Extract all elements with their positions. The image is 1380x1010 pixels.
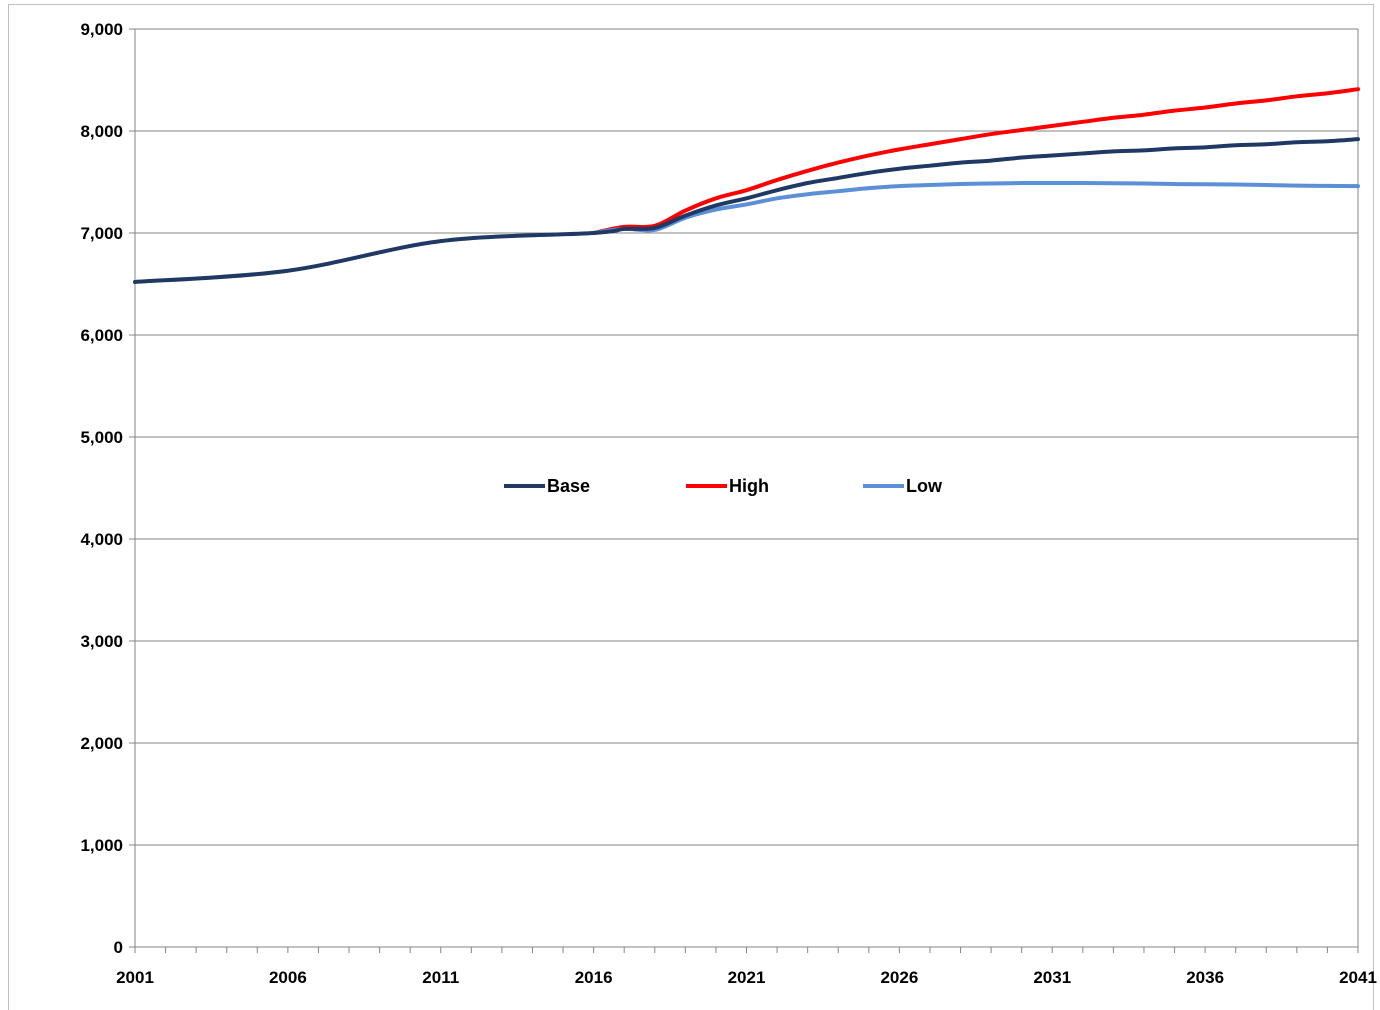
y-tick-label: 6,000 [80, 326, 123, 345]
legend-item-high: High [686, 476, 769, 496]
y-tick-label: 9,000 [80, 20, 123, 39]
y-tick-label: 1,000 [80, 836, 123, 855]
x-tick-label: 2011 [422, 968, 459, 987]
legend-label: Low [906, 476, 943, 496]
x-tick-label: 2026 [880, 968, 918, 987]
y-tick-label: 8,000 [80, 122, 123, 141]
x-tick-label: 2031 [1033, 968, 1071, 987]
y-tick-label: 5,000 [80, 428, 123, 447]
y-tick-label: 7,000 [80, 224, 123, 243]
legend-label: Base [547, 476, 590, 496]
chart-frame [8, 4, 1374, 1010]
series-line-high [591, 87, 1360, 235]
series-line-low [591, 180, 1360, 235]
x-tick-label: 2001 [116, 968, 154, 987]
legend-item-base: Base [504, 476, 590, 496]
x-tick-label: 2041 [1339, 968, 1377, 987]
x-tick-label: 2021 [728, 968, 766, 987]
x-tick-label: 2006 [269, 968, 307, 987]
series-line-base [133, 137, 1360, 284]
x-tick-label: 2036 [1186, 968, 1224, 987]
y-tick-label: 2,000 [80, 734, 123, 753]
legend-label: High [729, 476, 769, 496]
legend-item-low: Low [863, 476, 943, 496]
y-tick-label: 0 [114, 938, 123, 957]
x-tick-label: 2016 [575, 968, 613, 987]
y-tick-label: 3,000 [80, 632, 123, 651]
y-tick-label: 4,000 [80, 530, 123, 549]
